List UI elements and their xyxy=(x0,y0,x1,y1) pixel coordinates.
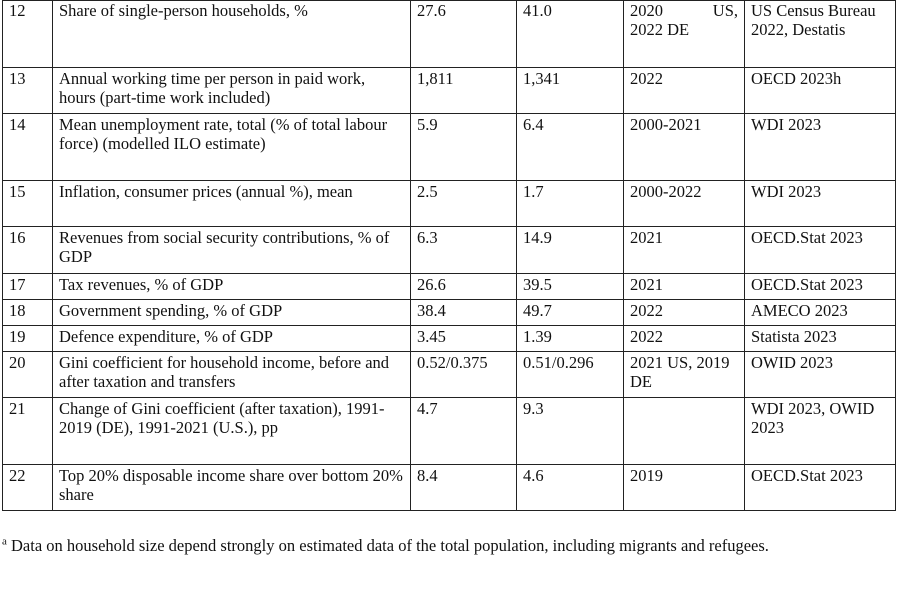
de-value-cell: 49.7 xyxy=(516,299,624,326)
us-value-cell: 26.6 xyxy=(410,273,517,300)
indicator-cell: Mean unemployment rate, total (% of tota… xyxy=(52,113,411,181)
source-cell: OECD.Stat 2023 xyxy=(744,273,896,300)
us-value-cell: 3.45 xyxy=(410,325,517,352)
year-text: US, xyxy=(712,1,738,21)
row-number: 14 xyxy=(2,113,53,181)
indicator-cell: Defence expenditure, % of GDP xyxy=(52,325,411,352)
row-number: 20 xyxy=(2,351,53,398)
table-row: 20 Gini coefficient for household income… xyxy=(2,351,896,398)
de-value-cell: 1.39 xyxy=(516,325,624,352)
table-row: 17 Tax revenues, % of GDP 26.6 39.5 2021… xyxy=(2,273,896,300)
indicator-cell: Government spending, % of GDP xyxy=(52,299,411,326)
de-value-cell: 0.51/0.296 xyxy=(516,351,624,398)
year-text: 2020 xyxy=(630,1,663,21)
table-row: 19 Defence expenditure, % of GDP 3.45 1.… xyxy=(2,325,896,352)
de-value-cell: 39.5 xyxy=(516,273,624,300)
us-value-cell: 6.3 xyxy=(410,226,517,274)
table-row: 12 Share of single-person households, % … xyxy=(2,0,896,68)
table-footnote: a Data on household size depend strongly… xyxy=(2,535,895,557)
us-value-cell: 27.6 xyxy=(410,0,517,68)
table-row: 18 Government spending, % of GDP 38.4 49… xyxy=(2,299,896,326)
table-row: 22 Top 20% disposable income share over … xyxy=(2,464,896,511)
year-cell: 2022 xyxy=(623,299,745,326)
year-cell: 2000-2021 xyxy=(623,113,745,181)
source-cell: OECD.Stat 2023 xyxy=(744,226,896,274)
year-cell: 2000-2022 xyxy=(623,180,745,227)
row-number: 22 xyxy=(2,464,53,511)
indicator-cell: Annual working time per person in paid w… xyxy=(52,67,411,114)
year-cell: 2019 xyxy=(623,464,745,511)
row-number: 21 xyxy=(2,397,53,465)
row-number: 19 xyxy=(2,325,53,352)
us-value-cell: 5.9 xyxy=(410,113,517,181)
table-row: 21 Change of Gini coefficient (after tax… xyxy=(2,397,896,465)
table-row: 14 Mean unemployment rate, total (% of t… xyxy=(2,113,896,181)
source-cell: WDI 2023 xyxy=(744,180,896,227)
year-cell: 2022 xyxy=(623,67,745,114)
table-row: 15 Inflation, consumer prices (annual %)… xyxy=(2,180,896,227)
de-value-cell: 1,341 xyxy=(516,67,624,114)
source-cell: US Census Bureau 2022, Destatis xyxy=(744,0,896,68)
row-number: 13 xyxy=(2,67,53,114)
de-value-cell: 41.0 xyxy=(516,0,624,68)
indicator-cell: Tax revenues, % of GDP xyxy=(52,273,411,300)
source-cell: OWID 2023 xyxy=(744,351,896,398)
table-row: 13 Annual working time per person in pai… xyxy=(2,67,896,114)
us-value-cell: 2.5 xyxy=(410,180,517,227)
row-number: 18 xyxy=(2,299,53,326)
us-value-cell: 4.7 xyxy=(410,397,517,465)
year-text: 2022 DE xyxy=(630,20,690,39)
de-value-cell: 4.6 xyxy=(516,464,624,511)
year-cell: 2020 US, 2022 DE xyxy=(623,0,745,68)
indicator-table: 12 Share of single-person households, % … xyxy=(2,0,896,511)
row-number: 15 xyxy=(2,180,53,227)
table-row: 16 Revenues from social security contrib… xyxy=(2,226,896,274)
indicator-cell: Top 20% disposable income share over bot… xyxy=(52,464,411,511)
source-cell: Statista 2023 xyxy=(744,325,896,352)
indicator-cell: Share of single-person households, % xyxy=(52,0,411,68)
year-cell: 2021 xyxy=(623,273,745,300)
year-cell: 2021 xyxy=(623,226,745,274)
de-value-cell: 14.9 xyxy=(516,226,624,274)
year-cell xyxy=(623,397,745,465)
indicator-cell: Gini coefficient for household income, b… xyxy=(52,351,411,398)
row-number: 16 xyxy=(2,226,53,274)
source-cell: AMECO 2023 xyxy=(744,299,896,326)
row-number: 17 xyxy=(2,273,53,300)
footnote-text: Data on household size depend strongly o… xyxy=(11,536,769,555)
row-number: 12 xyxy=(2,0,53,68)
year-cell: 2022 xyxy=(623,325,745,352)
source-cell: WDI 2023, OWID 2023 xyxy=(744,397,896,465)
us-value-cell: 0.52/0.375 xyxy=(410,351,517,398)
de-value-cell: 1.7 xyxy=(516,180,624,227)
indicator-cell: Change of Gini coefficient (after taxati… xyxy=(52,397,411,465)
footnote-marker: a xyxy=(2,535,7,548)
source-cell: WDI 2023 xyxy=(744,113,896,181)
de-value-cell: 9.3 xyxy=(516,397,624,465)
us-value-cell: 38.4 xyxy=(410,299,517,326)
source-cell: OECD.Stat 2023 xyxy=(744,464,896,511)
source-cell: OECD 2023h xyxy=(744,67,896,114)
year-cell: 2021 US, 2019 DE xyxy=(623,351,745,398)
de-value-cell: 6.4 xyxy=(516,113,624,181)
indicator-cell: Revenues from social security contributi… xyxy=(52,226,411,274)
us-value-cell: 1,811 xyxy=(410,67,517,114)
us-value-cell: 8.4 xyxy=(410,464,517,511)
indicator-cell: Inflation, consumer prices (annual %), m… xyxy=(52,180,411,227)
